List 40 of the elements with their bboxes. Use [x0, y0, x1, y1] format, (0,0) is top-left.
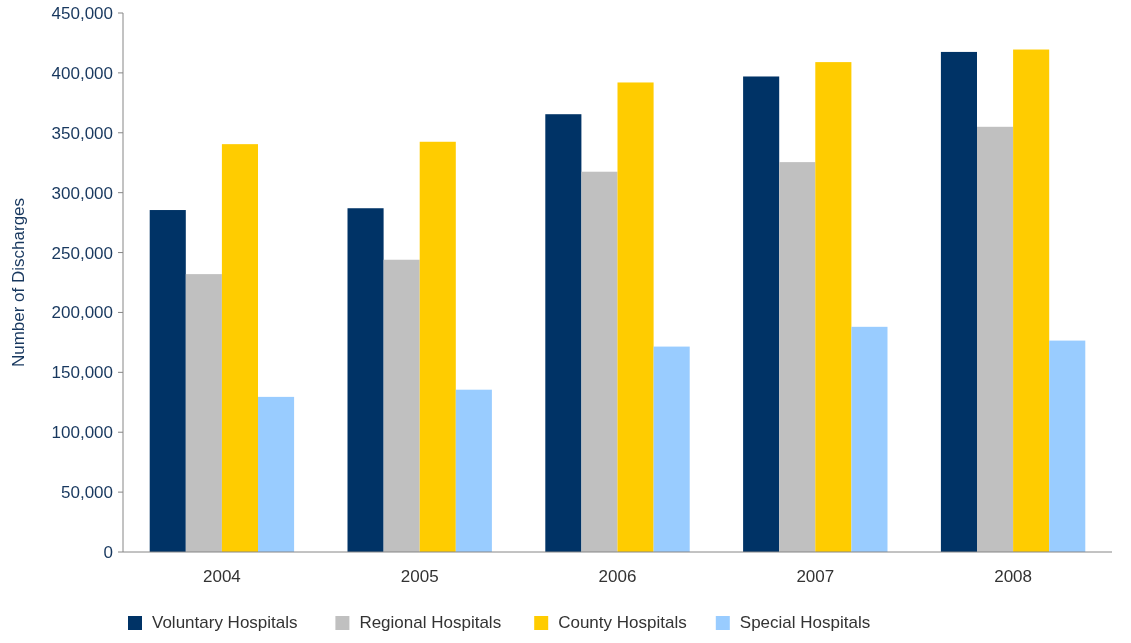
bar — [851, 326, 888, 552]
bar — [977, 126, 1014, 552]
bar — [383, 259, 420, 552]
y-tick-label: 0 — [103, 542, 113, 562]
x-tick-label: 2004 — [202, 567, 241, 586]
legend-label: County Hospitals — [558, 613, 687, 632]
legend-label: Regional Hospitals — [359, 613, 502, 632]
bar — [779, 162, 816, 552]
bar — [221, 144, 258, 552]
bar — [419, 141, 456, 552]
y-tick-label: 450,000 — [51, 3, 113, 23]
y-tick-label: 350,000 — [51, 123, 113, 143]
y-tick-label: 150,000 — [51, 363, 113, 383]
bar — [1049, 340, 1086, 552]
bar — [815, 62, 852, 552]
x-tick-label: 2006 — [598, 567, 637, 586]
bar — [1013, 49, 1050, 552]
bar — [545, 114, 582, 552]
y-tick-label: 400,000 — [51, 63, 113, 83]
x-tick-label: 2005 — [400, 567, 439, 586]
bar — [149, 210, 186, 552]
bar — [347, 208, 384, 552]
y-tick-label: 200,000 — [51, 303, 113, 323]
y-tick-label: 100,000 — [51, 423, 113, 443]
y-tick-label: 50,000 — [61, 483, 113, 503]
bar — [185, 274, 222, 552]
x-tick-label: 2008 — [994, 567, 1033, 586]
x-tick-label: 2007 — [796, 567, 835, 586]
bar — [743, 76, 780, 552]
bar — [617, 82, 654, 552]
bar — [653, 346, 690, 552]
bar — [940, 51, 977, 552]
bar — [581, 171, 618, 552]
legend-label: Special Hospitals — [739, 613, 871, 632]
y-tick-label: 250,000 — [51, 243, 113, 263]
bar — [258, 396, 295, 552]
y-tick-label: 300,000 — [51, 183, 113, 203]
bar — [455, 389, 492, 552]
y-axis-title: Number of Discharges — [9, 197, 28, 368]
legend-label: Voluntary Hospitals — [152, 613, 298, 632]
